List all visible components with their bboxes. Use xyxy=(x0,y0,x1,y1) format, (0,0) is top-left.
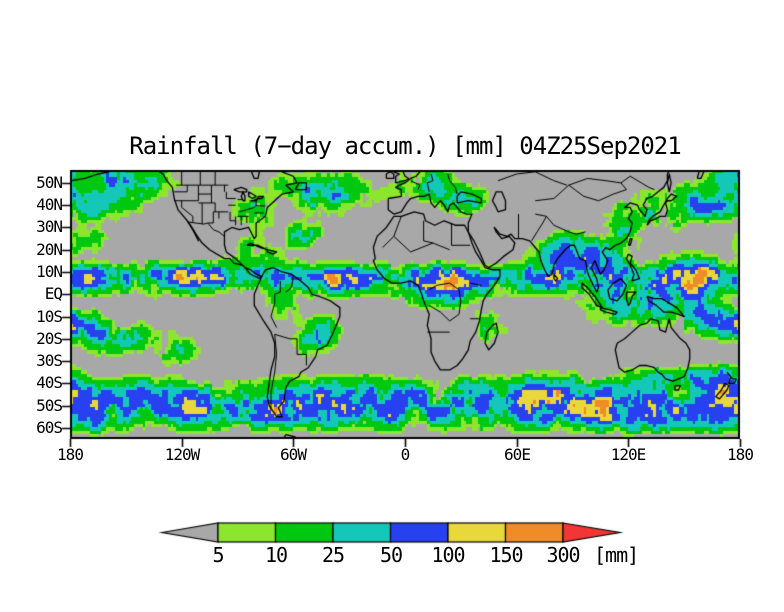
x-tick-label-60E: 60E xyxy=(504,445,531,464)
y-tick-label-30S: 30S xyxy=(36,351,63,370)
y-tick-label-50S: 50S xyxy=(36,396,63,415)
y-tick-label-50N: 50N xyxy=(36,173,63,192)
colorbar-label-150: 150 xyxy=(489,543,523,567)
colorbar-label-5: 5 xyxy=(212,543,224,567)
x-tick-label-120E: 120E xyxy=(610,445,647,464)
x-tick-label-120W: 120W xyxy=(164,445,201,464)
x-tick-label-0: 0 xyxy=(400,445,411,464)
colorbar-label-50: 50 xyxy=(379,543,403,567)
colorbar-label-25: 25 xyxy=(321,543,345,567)
colorbar-label-300: 300 xyxy=(546,543,580,567)
x-tick-label-180: 180 xyxy=(57,445,84,464)
y-tick-label-20N: 20N xyxy=(36,240,63,259)
colorbar-label-10: 10 xyxy=(264,543,288,567)
y-tick-label-10S: 10S xyxy=(36,307,63,326)
x-tick-label-60W: 60W xyxy=(280,445,307,464)
y-tick-label-20S: 20S xyxy=(36,329,63,348)
colorbar-unit-label: [mm] xyxy=(594,543,639,567)
y-tick-label-60S: 60S xyxy=(36,418,63,437)
x-tick-label-180: 180 xyxy=(727,445,754,464)
y-tick-label-30N: 30N xyxy=(36,217,63,236)
y-tick-label-40S: 40S xyxy=(36,373,63,392)
y-tick-label-EQ: EQ xyxy=(44,284,63,303)
y-tick-label-40N: 40N xyxy=(36,195,63,214)
y-tick-label-10N: 10N xyxy=(36,262,63,281)
chart-title: Rainfall (7−day accum.) [mm] 04Z25Sep202… xyxy=(129,132,681,160)
colorbar-label-100: 100 xyxy=(431,543,465,567)
